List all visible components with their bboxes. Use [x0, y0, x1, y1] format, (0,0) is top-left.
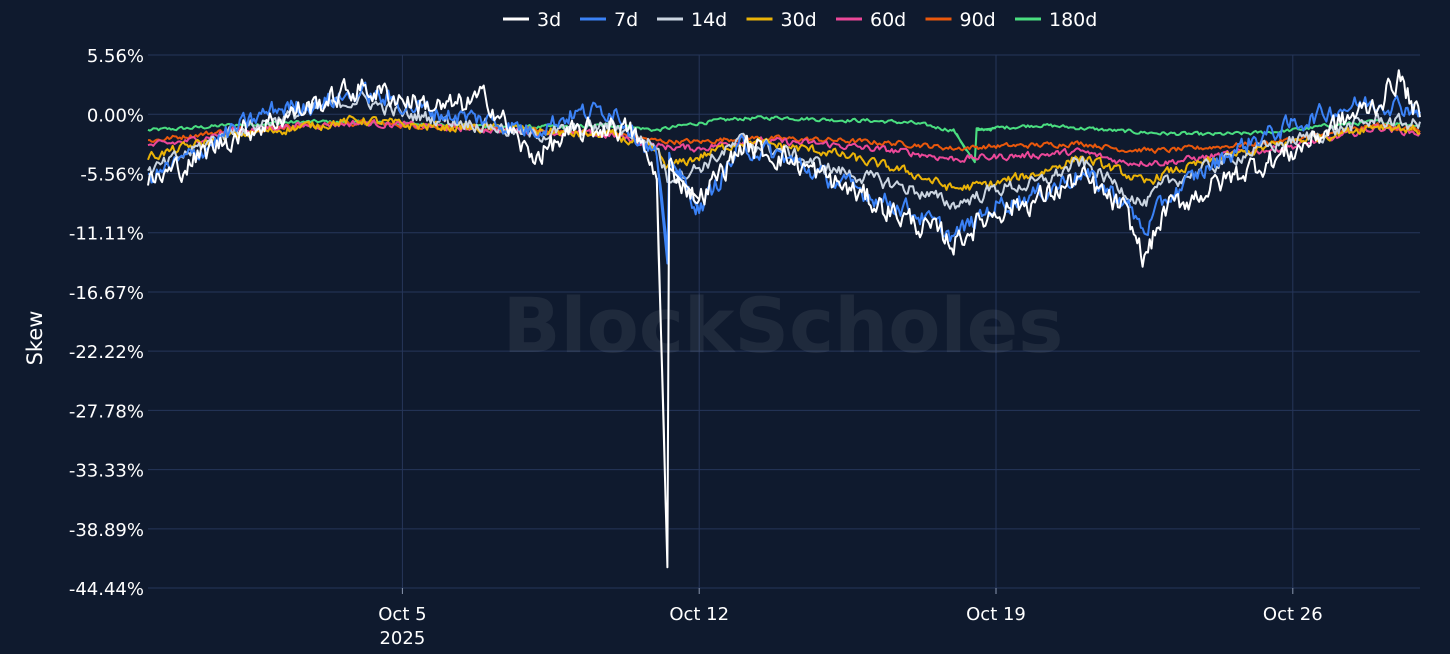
legend-label-14d: 14d	[691, 9, 727, 31]
x-tick-label: Oct 12	[669, 604, 729, 625]
x-tick-year-label: 2025	[379, 628, 425, 649]
legend-label-7d: 7d	[614, 9, 638, 31]
legend-label-90d: 90d	[960, 9, 996, 31]
legend: 3d 7d 14d 30d 60d 90d 180d	[503, 9, 1097, 31]
y-tick-label: -16.67%	[69, 283, 144, 304]
y-tick-label: -27.78%	[69, 401, 144, 422]
y-tick-label: -38.89%	[69, 520, 144, 541]
x-tick-label: Oct 5	[378, 604, 426, 625]
legend-label-30d: 30d	[781, 9, 817, 31]
x-tick-label: Oct 26	[1263, 604, 1323, 625]
y-tick-label: -33.33%	[69, 461, 144, 482]
y-axis: 5.56% 0.00% -5.56% -11.11% -16.67% -22.22% -27…	[69, 46, 144, 600]
y-tick-label: 0.00%	[87, 105, 144, 126]
series-lines	[147, 69, 1421, 569]
y-tick-label: -11.11%	[69, 224, 144, 245]
y-tick-label: -5.56%	[80, 165, 144, 186]
y-tick-label: -22.22%	[69, 342, 144, 363]
series-line-30d	[147, 114, 1421, 191]
legend-label-3d: 3d	[537, 9, 561, 31]
y-axis-title: Skew	[23, 311, 47, 366]
x-tick-label: Oct 19	[966, 604, 1026, 625]
watermark-logo: BlockScholes	[503, 281, 1064, 370]
legend-label-60d: 60d	[870, 9, 906, 31]
x-axis: Oct 5 2025 Oct 12 Oct 19 Oct 26	[378, 588, 1323, 649]
y-tick-label: -44.44%	[69, 579, 144, 600]
y-tick-label: 5.56%	[87, 46, 144, 67]
grid	[148, 54, 1420, 589]
series-line-90d	[148, 119, 1421, 154]
legend-label-180d: 180d	[1049, 9, 1097, 31]
series-line-3d	[147, 69, 1421, 569]
